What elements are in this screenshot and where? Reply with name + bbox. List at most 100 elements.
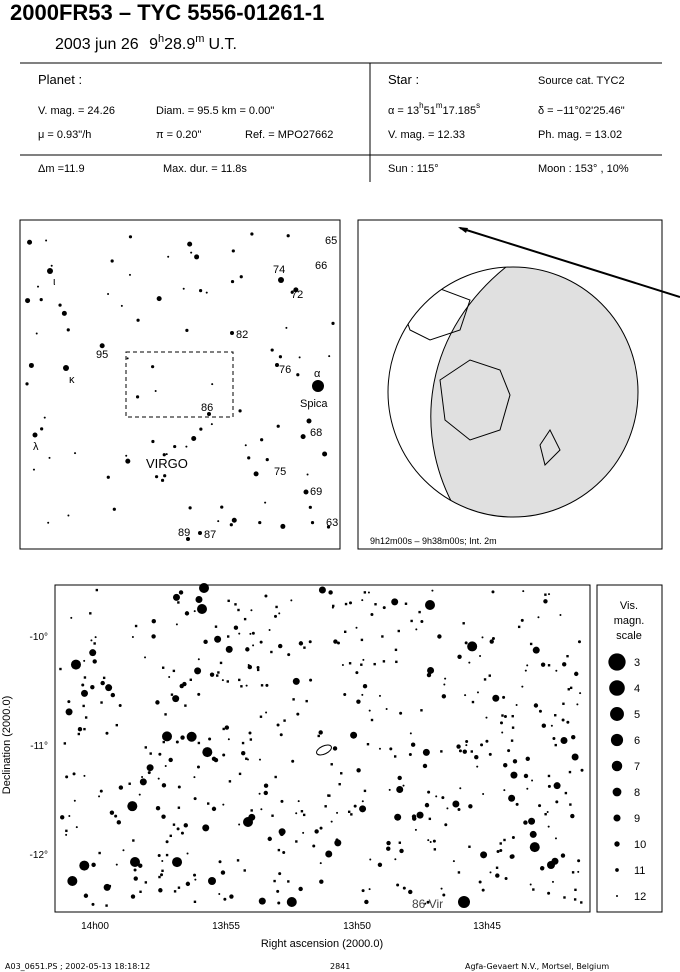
star xyxy=(105,731,109,735)
star xyxy=(361,599,364,602)
star xyxy=(482,793,485,796)
star xyxy=(191,435,197,441)
star xyxy=(529,842,540,853)
star xyxy=(80,689,88,697)
star xyxy=(189,678,192,681)
y-tick-label: -12° xyxy=(30,850,48,861)
star xyxy=(427,839,430,842)
star xyxy=(424,802,430,808)
star xyxy=(426,900,430,904)
scale-dot xyxy=(612,787,622,797)
star xyxy=(502,695,506,699)
star-label: 72 xyxy=(291,289,303,301)
star xyxy=(426,672,432,678)
star xyxy=(115,723,119,727)
star xyxy=(203,639,208,645)
planet-vmag: V. mag. = 24.26 xyxy=(38,105,115,117)
star xyxy=(422,763,428,769)
star xyxy=(180,735,185,740)
scale-label: 8 xyxy=(634,787,640,799)
star xyxy=(319,826,323,830)
star xyxy=(116,820,122,825)
star xyxy=(394,858,397,861)
star xyxy=(370,612,374,616)
star-label: Spica xyxy=(300,398,328,410)
star xyxy=(182,681,187,687)
star xyxy=(424,902,427,905)
star xyxy=(560,737,568,745)
star xyxy=(211,806,217,812)
star xyxy=(298,886,303,892)
star xyxy=(528,817,536,825)
star xyxy=(245,684,248,687)
star xyxy=(217,520,220,523)
star xyxy=(151,439,155,444)
star xyxy=(540,662,546,667)
star xyxy=(326,525,331,529)
star xyxy=(246,758,249,761)
star xyxy=(89,612,92,615)
star xyxy=(547,664,551,667)
star xyxy=(236,859,240,862)
date-ut: U.T. xyxy=(208,36,236,53)
star xyxy=(576,703,579,706)
star xyxy=(547,825,550,828)
star xyxy=(83,676,87,679)
star xyxy=(193,873,197,877)
star xyxy=(499,842,502,845)
star xyxy=(496,849,500,853)
star xyxy=(63,742,67,745)
star xyxy=(292,698,295,701)
star xyxy=(238,632,241,635)
star-alpha: α = 13h51m17.185s xyxy=(388,101,480,117)
star xyxy=(115,863,118,866)
star xyxy=(416,811,424,819)
star xyxy=(70,659,81,670)
globe-outline xyxy=(387,266,639,518)
target-path xyxy=(316,744,332,756)
star xyxy=(39,298,43,302)
star-source: Source cat. TYC2 xyxy=(538,75,625,87)
scale-frame xyxy=(596,584,663,913)
star xyxy=(361,800,364,803)
star xyxy=(138,793,141,796)
star xyxy=(503,789,506,792)
star xyxy=(245,757,248,760)
star xyxy=(89,649,97,657)
star xyxy=(521,685,524,688)
star xyxy=(573,898,577,901)
star xyxy=(440,887,443,890)
scale-label: 6 xyxy=(634,735,640,747)
star xyxy=(480,851,488,859)
star xyxy=(231,517,237,523)
star xyxy=(302,831,305,834)
star xyxy=(515,802,519,806)
star xyxy=(82,704,85,708)
star xyxy=(495,873,500,878)
star xyxy=(579,692,582,695)
star xyxy=(363,789,367,793)
star xyxy=(458,749,462,753)
star xyxy=(504,877,508,881)
star xyxy=(90,684,95,690)
star xyxy=(163,474,167,478)
star-label: 95 xyxy=(96,349,108,361)
star xyxy=(483,678,487,681)
star xyxy=(260,684,264,687)
footer-printer: Agfa-Gevaert N.V., Mortsel, Belgium xyxy=(465,962,609,971)
star xyxy=(538,804,542,808)
star xyxy=(465,740,469,744)
star xyxy=(532,888,535,891)
star xyxy=(276,723,280,727)
star-vmag: V. mag. = 12.33 xyxy=(388,129,465,141)
star xyxy=(459,787,462,790)
star xyxy=(175,623,178,626)
star xyxy=(151,365,155,369)
x-tick-label: 13h45 xyxy=(473,921,501,932)
star xyxy=(408,889,413,895)
star xyxy=(296,712,300,716)
star xyxy=(245,647,250,652)
star xyxy=(523,773,529,779)
star xyxy=(93,642,96,645)
globe-frame xyxy=(357,219,663,550)
